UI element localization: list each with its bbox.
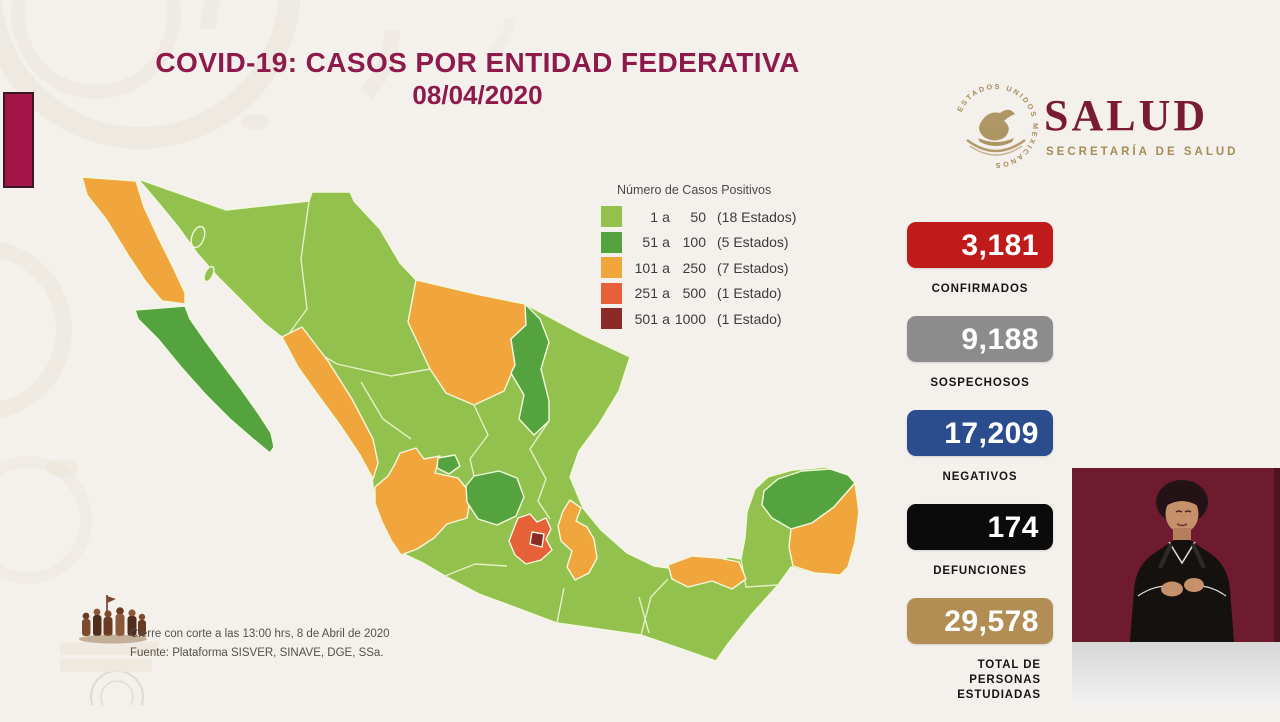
state-puebla	[557, 499, 598, 581]
stat-sospechosos: 9,188 SOSPECHOSOS	[907, 316, 1053, 391]
legend-states-count: (7 Estados)	[717, 259, 789, 276]
legend-range-from: 51	[642, 234, 658, 251]
legend-range-to: 250	[682, 259, 706, 276]
mexico-seal-icon: ESTADOS UNIDOS MEXICANOS	[955, 82, 1038, 170]
footnote-source: Fuente: Plataforma SISVER, SINAVE, DGE, …	[130, 647, 384, 659]
legend-item: 501 a 1000 (1 Estado)	[601, 306, 796, 332]
sign-language-interpreter-video	[1072, 468, 1280, 642]
legend-swatch	[601, 308, 622, 330]
stat-total-estudiadas: 29,578 TOTAL DE PERSONAS ESTUDIADAS	[907, 598, 1053, 703]
stats-column: 3,181 CONFIRMADOS 9,188 SOSPECHOSOS 17,2…	[907, 222, 1053, 722]
stat-label: CONFIRMADOS	[931, 283, 1029, 295]
stat-value-box: 3,181	[907, 222, 1053, 268]
legend-swatch	[601, 231, 622, 253]
page-title: COVID-19: CASOS POR ENTIDAD FEDERATIVA	[155, 47, 800, 78]
state-cdmx	[529, 531, 545, 548]
background-pattern	[0, 0, 301, 705]
state-quintana-roo	[788, 482, 860, 576]
state-baja-california-sur	[134, 305, 275, 454]
corner-gradient	[1072, 642, 1280, 705]
stat-defunciones: 174 DEFUNCIONES	[907, 504, 1053, 579]
stat-value-box: 29,578	[907, 598, 1053, 644]
legend-swatch	[601, 282, 622, 304]
legend-range-sep: a	[662, 208, 670, 225]
legend-range-to: 1000	[674, 310, 706, 327]
map-legend: Número de Casos Positivos 1 a 50 (18 Est…	[601, 183, 796, 332]
stat-label: DEFUNCIONES	[933, 565, 1027, 577]
legend-item: 251 a 500 (1 Estado)	[601, 281, 796, 307]
stat-label: TOTAL DE PERSONAS ESTUDIADAS	[957, 659, 1041, 701]
dashboard-root: { "title": { "line1": "COVID-19: CASOS P…	[0, 0, 1280, 705]
state-coahuila	[407, 279, 527, 406]
legend-range-from: 101	[634, 259, 658, 276]
legend-states-count: (18 Estados)	[717, 208, 797, 225]
legend-range-sep: a	[662, 285, 670, 302]
stat-negativos: 17,209 NEGATIVOS	[907, 410, 1053, 485]
watermark-text-ghost	[60, 659, 152, 672]
legend-range-to: 500	[682, 285, 706, 302]
stat-label: NEGATIVOS	[942, 471, 1018, 483]
title-block: COVID-19: CASOS POR ENTIDAD FEDERATIVA 0…	[155, 47, 800, 111]
logo-name: SALUD	[1044, 91, 1209, 140]
state-aguascalientes	[436, 454, 461, 475]
legend-range-from: 251	[634, 285, 658, 302]
legend-range-sep: a	[662, 234, 670, 251]
legend-title: Número de Casos Positivos	[617, 183, 772, 197]
logo-subtitle: SECRETARÍA DE SALUD	[1046, 146, 1239, 158]
stat-label: SOSPECHOSOS	[930, 377, 1030, 389]
interpreter-figure	[1130, 468, 1280, 642]
stat-value-box: 17,209	[907, 410, 1053, 456]
legend-range-from: 501	[634, 310, 658, 327]
stat-value-box: 174	[907, 504, 1053, 550]
state-jalisco	[374, 447, 472, 556]
legend-range-from: 1	[650, 208, 658, 225]
state-guanajuato-queretaro	[465, 470, 525, 526]
legend-range-sep: a	[662, 259, 670, 276]
state-tabasco	[667, 555, 747, 590]
island	[190, 225, 206, 249]
legend-states-count: (5 Estados)	[717, 234, 789, 251]
legend-range-to: 50	[690, 208, 706, 225]
legend-item: 51 a 100 (5 Estados)	[601, 230, 796, 256]
state-nuevo-leon	[510, 303, 550, 436]
stat-value-box: 9,188	[907, 316, 1053, 362]
state-sinaloa	[281, 326, 379, 480]
accent-bar	[3, 92, 34, 188]
legend-range-to: 100	[682, 234, 706, 251]
legend-item: 1 a 50 (18 Estados)	[601, 204, 796, 230]
stat-confirmados: 3,181 CONFIRMADOS	[907, 222, 1053, 297]
legend-states-count: (1 Estado)	[717, 310, 782, 327]
page-date: 08/04/2020	[412, 80, 543, 110]
footnote: Cierre con corte a las 13:00 hrs, 8 de A…	[130, 625, 390, 663]
legend-swatch	[601, 206, 622, 228]
mexico-choropleth-map	[81, 176, 860, 662]
watermark-text-ghost	[60, 642, 158, 655]
island	[203, 265, 215, 283]
legend-item: 101 a 250 (7 Estados)	[601, 255, 796, 281]
state-baja-california	[81, 176, 186, 305]
legend-range-sep: a	[662, 310, 670, 327]
legend-swatch	[601, 257, 622, 279]
state-borders	[287, 200, 779, 636]
footnote-cutoff: Cierre con corte a las 13:00 hrs, 8 de A…	[130, 628, 390, 640]
heroes-watermark	[79, 595, 147, 644]
legend-states-count: (1 Estado)	[717, 285, 782, 302]
